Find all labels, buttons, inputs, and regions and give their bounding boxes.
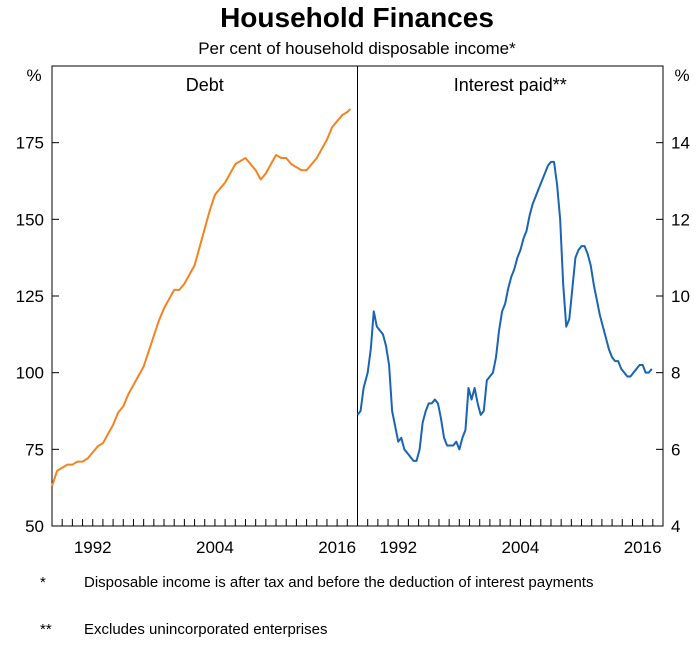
chart-title: Household Finances [220,2,494,33]
interest-y-tick-label: 14 [671,134,690,153]
debt-y-tick-label: 50 [25,517,44,536]
interest-panel-title: Interest paid** [454,75,567,95]
interest-series-line [356,160,653,462]
debt-y-tick-label: 175 [16,134,44,153]
interest-y-tick-label: 12 [671,210,690,229]
debt-y-tick-label: 125 [16,287,44,306]
interest-x-tick-label: 2004 [502,538,540,557]
footnote-1-mark: * [40,574,46,591]
debt-y-tick-label: 150 [16,210,44,229]
debt-y-tick-label: 75 [25,440,44,459]
debt-y-unit: % [26,66,41,85]
debt-series-line [51,108,352,487]
interest-y-tick-label: 10 [671,287,690,306]
interest-y-tick-label: 6 [671,440,680,459]
debt-y-tick-label: 100 [16,364,44,383]
interest-x-tick-label: 2016 [624,538,662,557]
footnote-2-mark: ** [40,621,52,638]
debt-x-tick-label: 2004 [196,538,234,557]
debt-panel-title: Debt [186,75,224,95]
debt-x-tick-label: 2016 [318,538,356,557]
footnote-1-text: Disposable income is after tax and befor… [84,574,594,591]
chart-subtitle: Per cent of household disposable income* [198,39,516,58]
interest-paid-panel: Interest paid** % 4 6 8 10 12 14 1992 2004 2016 [356,66,690,557]
footnote-2-text: Excludes unincorporated enterprises [84,621,328,638]
interest-y-unit: % [674,66,689,85]
debt-panel: Debt% 50 75 100 125 150 175 1992 2004 2016 [16,66,356,557]
interest-y-tick-label: 4 [671,517,680,536]
debt-x-tick-label: 1992 [74,538,112,557]
interest-y-tick-label: 8 [671,364,680,383]
interest-x-tick-label: 1992 [379,538,417,557]
